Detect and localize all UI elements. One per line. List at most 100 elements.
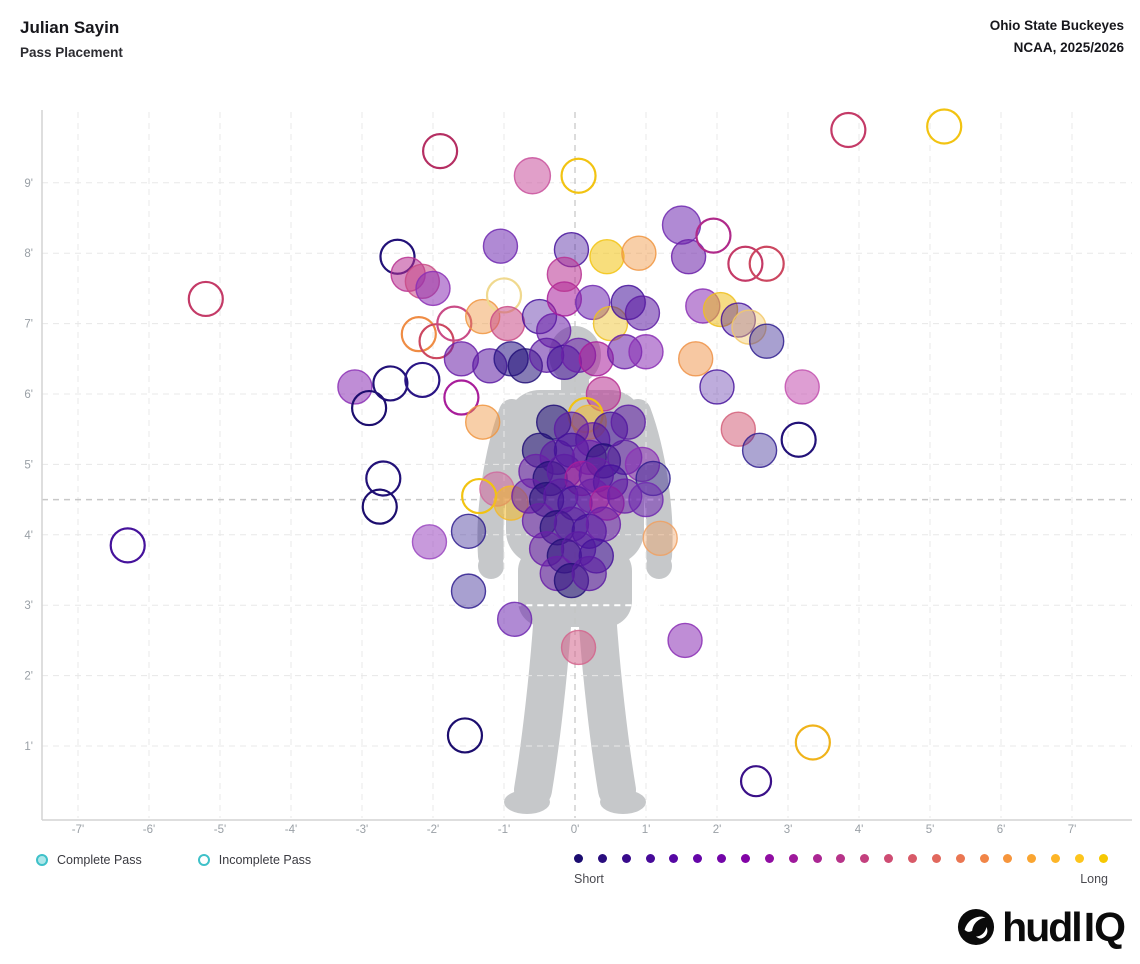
scale-long-label: Long: [1080, 872, 1108, 886]
pass-point: [589, 239, 625, 275]
pass-point: [465, 404, 501, 440]
depth-scale-dot: [1098, 853, 1108, 863]
hudl-iq-logo: hudl IQ: [957, 904, 1126, 950]
depth-scale-dot: [1027, 853, 1037, 863]
pass-point: [443, 379, 480, 416]
depth-scale-dot: [1003, 853, 1013, 863]
pass-point: [361, 488, 398, 525]
depth-scale-dot: [884, 853, 894, 863]
depth-scale-dot: [1051, 853, 1061, 863]
pass-point: [628, 481, 664, 518]
depth-scale-dot: [812, 853, 822, 863]
pass-point: [695, 217, 732, 254]
depth-scale-dot: [955, 853, 965, 863]
x-axis-tick-label: 1': [642, 824, 651, 836]
pass-point: [337, 369, 373, 405]
chart-title: Pass Placement: [20, 45, 123, 60]
pass-point: [794, 724, 831, 761]
page-title: Julian Sayin: [20, 18, 120, 37]
pass-point: [678, 341, 714, 377]
pass-point: [400, 316, 437, 353]
pass-point: [720, 302, 756, 338]
pass-point: [830, 111, 867, 149]
y-axis-tick-label: 7': [24, 319, 33, 331]
pass-point: [585, 376, 622, 412]
hudl-wordmark: hudl: [1002, 904, 1083, 950]
pass-point: [720, 411, 756, 447]
y-axis-tick-label: 1': [24, 741, 33, 753]
depth-scale-dot: [574, 853, 583, 863]
pass-point: [727, 245, 764, 282]
pass-point: [621, 235, 657, 271]
incomplete-pass-icon: [197, 854, 210, 866]
x-axis-tick-label: -1': [498, 824, 510, 836]
pass-point: [560, 629, 597, 666]
y-axis-tick-label: 8': [24, 248, 33, 260]
pass-point: [372, 365, 409, 402]
legend-incomplete: Incomplete Pass: [197, 853, 312, 867]
pass-point: [365, 460, 402, 497]
pass-point: [496, 601, 533, 637]
pass-point: [415, 270, 451, 307]
pass-points: [109, 108, 963, 798]
pass-point: [351, 389, 388, 427]
pass-point: [624, 295, 661, 331]
scale-short-label: Short: [574, 872, 604, 886]
x-axis-tick-label: 5': [926, 824, 935, 836]
y-axis-tick-label: 6': [24, 389, 33, 401]
pass-point: [450, 513, 487, 549]
x-axis-tick-label: -2': [427, 824, 439, 836]
x-axis-tick-label: -7': [72, 824, 84, 836]
y-axis-tick-label: 2': [24, 671, 33, 683]
depth-scale-dot: [836, 853, 846, 863]
result-legend: Complete Pass Incomplete Pass: [36, 853, 311, 867]
pass-point: [482, 228, 519, 264]
pass-point: [575, 284, 611, 321]
x-axis-tick-label: 6': [997, 824, 1006, 836]
x-axis-tick-label: -3': [356, 824, 368, 836]
pass-point: [780, 421, 817, 458]
depth-scale-dot: [931, 853, 941, 863]
pass-point: [739, 765, 773, 798]
pass-point: [748, 245, 785, 282]
pass-point: [667, 622, 703, 659]
pass-point: [571, 555, 607, 592]
pass-point: [784, 369, 820, 405]
y-axis-tick-label: 5': [24, 459, 33, 471]
pass-point: [642, 520, 678, 557]
pass-point: [926, 108, 963, 145]
pass-placement-chart: 1' 2' 3' 4' 5' 6' 7' 8' 9' -7' -6' -5' -4' -3' -2' -1' 0…: [24, 108, 1132, 836]
pass-point: [610, 404, 646, 440]
y-axis-tick-label: 9': [24, 178, 33, 190]
depth-scale-dot: [597, 853, 607, 863]
pass-point: [446, 717, 484, 754]
team-name: Ohio State Buckeyes: [989, 18, 1124, 33]
pass-point: [741, 432, 778, 469]
depth-scale-dot: [717, 853, 727, 863]
pass-point: [489, 305, 526, 342]
x-axis-tick-label: 0': [571, 824, 580, 836]
iq-wordmark: IQ: [1083, 904, 1126, 950]
pass-point: [187, 280, 224, 318]
tick-labels: 1' 2' 3' 4' 5' 6' 7' 8' 9' -7' -6' -5' -4' -3' -2' -1' 0…: [24, 178, 1076, 836]
pass-point: [436, 305, 473, 342]
x-axis-tick-label: 2': [713, 824, 722, 836]
pass-point: [749, 323, 785, 359]
depth-scale-labels: Short Long: [574, 872, 1108, 886]
x-axis-tick-label: 4': [855, 824, 864, 836]
pass-point: [404, 361, 441, 399]
x-axis-tick-label: 7': [1068, 824, 1077, 836]
complete-pass-icon: [36, 854, 48, 866]
pass-point: [513, 157, 552, 195]
pass-point: [670, 239, 707, 275]
axes: [41, 110, 1132, 821]
pass-point: [628, 334, 664, 370]
legend-complete: Complete Pass: [36, 853, 142, 867]
pass-point: [546, 256, 583, 293]
pass-point: [422, 133, 459, 170]
depth-scale-dot: [621, 853, 631, 863]
pass-point: [560, 157, 597, 194]
incomplete-pass-label: Incomplete Pass: [218, 853, 312, 867]
depth-scale-dot: [908, 853, 918, 863]
